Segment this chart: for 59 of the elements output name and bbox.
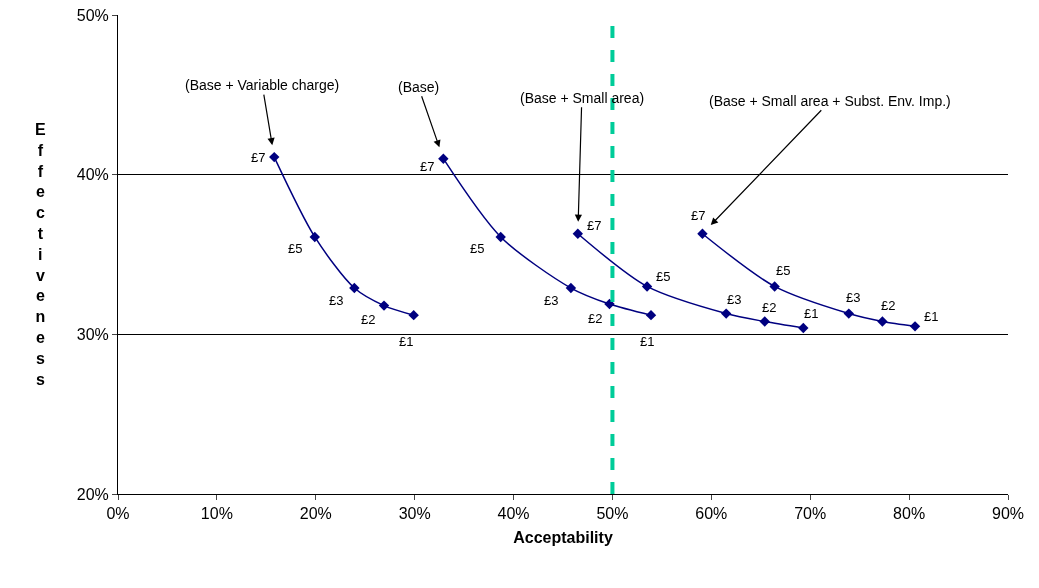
annotation: £7: [691, 208, 706, 223]
x-tick-label: 90%: [991, 505, 1025, 523]
point: [641, 281, 653, 292]
annotation: £3: [329, 293, 344, 308]
x-tick-label: 50%: [596, 505, 629, 523]
x-tick-label: 60%: [695, 505, 728, 523]
annotation: £3: [544, 293, 559, 308]
x-tick-label: 80%: [893, 505, 926, 523]
annotation: (Base + Small area): [520, 90, 645, 106]
annotation: £7: [251, 150, 266, 165]
x-tick-label: 0%: [106, 505, 130, 523]
annotation: £7: [587, 218, 602, 233]
annotation: £7: [420, 159, 435, 174]
x-axis-title: Acceptability: [513, 528, 613, 546]
annotation: £1: [640, 334, 655, 349]
annotation: £5: [288, 241, 303, 256]
point: [565, 282, 577, 294]
x-tick-label: 30%: [398, 505, 431, 523]
text: Effectiveness: [35, 121, 46, 388]
y-tick-label: 50%: [76, 6, 109, 24]
point: [349, 282, 360, 294]
x-tick-label: 40%: [497, 505, 530, 523]
annotation: £1: [399, 334, 414, 349]
y-tick-label: 30%: [76, 325, 109, 343]
y-tick-label: 40%: [76, 166, 109, 184]
point: [877, 316, 888, 327]
point: [572, 228, 584, 239]
annotation: £3: [846, 290, 861, 305]
point: [378, 300, 390, 311]
annotation: £5: [656, 269, 671, 284]
annotation: £1: [804, 306, 819, 321]
annotation: £2: [361, 312, 376, 327]
annotation: £5: [776, 263, 791, 278]
point: [438, 153, 449, 164]
annotation: £2: [881, 298, 896, 313]
annotation: (Base + Variable charge): [185, 77, 340, 93]
x-tick-label: 70%: [794, 505, 827, 523]
annotation: (Base): [398, 79, 440, 95]
annotation: £1: [924, 309, 939, 324]
point: [759, 316, 770, 327]
annotation: £2: [762, 300, 777, 315]
point: [697, 228, 708, 239]
point: [495, 231, 506, 243]
point: [720, 308, 732, 319]
point: [309, 231, 320, 243]
x-tick-label: 10%: [200, 505, 233, 523]
point: [909, 321, 921, 332]
point: [269, 151, 280, 163]
annotation: £5: [470, 241, 485, 256]
point: [798, 322, 809, 334]
point: [645, 309, 657, 321]
y-tick-label: 20%: [76, 485, 109, 503]
point: [843, 308, 854, 319]
point: [408, 309, 419, 321]
annotation: (Base + Small area + Subst. Env. Imp.): [709, 93, 951, 109]
annotation: £3: [727, 292, 742, 307]
point: [769, 281, 780, 292]
x-tick-label: 20%: [299, 505, 332, 523]
annotation: £2: [588, 311, 603, 326]
